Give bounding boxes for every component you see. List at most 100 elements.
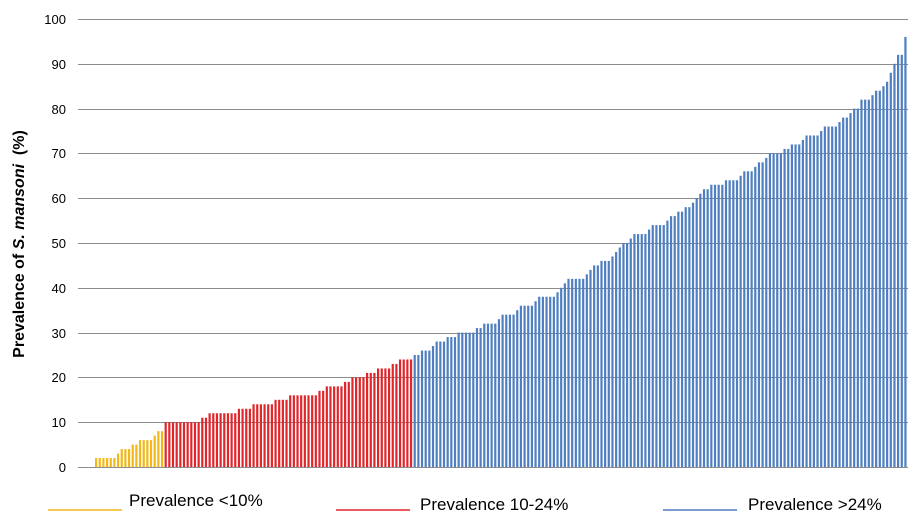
bar-series-2 (834, 126, 837, 468)
bar-series-1 (281, 399, 284, 467)
bar-series-2 (754, 166, 757, 467)
y-tick-label: 90 (52, 57, 66, 72)
bar-series-1 (376, 368, 380, 467)
bar-series-2 (439, 341, 442, 467)
bar-series-2 (728, 180, 731, 467)
bar-series-0 (142, 440, 145, 467)
bar-series-1 (307, 395, 310, 467)
bar-series-0 (120, 449, 123, 467)
bar-series-2 (772, 153, 775, 467)
bar-series-2 (739, 175, 742, 468)
legend-label-low: Prevalence <10% (129, 491, 263, 510)
bar-series-2 (571, 278, 574, 467)
bar-series-1 (267, 404, 270, 467)
bar-series-2 (560, 287, 563, 467)
bar-series-2 (468, 332, 471, 467)
bar-series-0 (160, 431, 164, 467)
y-axis-label-species: S. mansoni (11, 163, 28, 249)
bar-series-1 (208, 413, 211, 467)
bar-series-2 (849, 113, 852, 467)
bar-series-2 (724, 180, 728, 467)
bar-series-0 (157, 431, 160, 467)
bar-series-0 (102, 458, 105, 467)
bar-series-2 (530, 305, 533, 467)
bar-series-2 (746, 171, 750, 467)
bar-series-0 (109, 458, 112, 467)
bar-series-1 (296, 395, 299, 467)
bar-series-2 (886, 81, 889, 467)
bar-series-1 (391, 363, 394, 467)
bar-series-2 (750, 171, 753, 467)
bar-series-2 (563, 283, 566, 467)
bar-series-2 (450, 337, 453, 467)
bar-series-1 (182, 422, 186, 467)
bar-series-2 (669, 216, 673, 467)
bar-series-2 (790, 144, 794, 467)
bar-series-2 (695, 198, 698, 467)
bar-series-2 (823, 126, 826, 468)
bar-series-1 (168, 422, 171, 467)
bar-series-2 (490, 323, 493, 467)
y-axis-label-prefix: Prevalence of (11, 249, 28, 358)
bar-series-2 (497, 319, 501, 467)
bar-series-0 (124, 449, 127, 467)
y-tick-label: 0 (59, 460, 66, 475)
bar-series-2 (864, 99, 867, 467)
bar-series-1 (212, 413, 215, 467)
bar-series-0 (127, 449, 131, 467)
bar-series-2 (662, 225, 665, 467)
bar-series-2 (688, 207, 691, 467)
bar-series-2 (735, 180, 739, 467)
bar-series-1 (274, 399, 277, 467)
bar-series-2 (494, 323, 497, 467)
bar-series-2 (706, 189, 709, 468)
y-tick-label: 60 (52, 191, 66, 206)
bar-series-1 (380, 368, 383, 467)
bar-series-2 (453, 337, 457, 467)
bar-series-2 (867, 99, 870, 467)
bar-series-2 (420, 350, 424, 467)
bar-series-1 (395, 363, 398, 467)
bar-series-1 (171, 422, 175, 467)
bar-series-0 (153, 435, 156, 467)
bar-series-2 (516, 310, 519, 467)
bar-series-2 (842, 117, 845, 467)
bar-series-1 (223, 413, 226, 467)
bar-series-0 (131, 444, 134, 467)
bar-series-2 (677, 211, 680, 467)
bar-series-2 (483, 323, 486, 467)
bar-series-2 (787, 148, 790, 468)
bar-series-1 (362, 377, 365, 467)
bar-series-2 (838, 122, 841, 467)
bar-series-2 (812, 135, 815, 468)
bar-series-1 (398, 359, 402, 467)
bar-series-2 (464, 332, 468, 467)
bar-series-1 (340, 386, 343, 467)
bar-series-2 (541, 296, 544, 467)
bar-series-1 (201, 417, 204, 467)
y-tick-label: 30 (52, 326, 66, 341)
bar-series-1 (336, 386, 339, 467)
bar-series-2 (658, 225, 662, 467)
legend: Prevalence <10% Prevalence 10-24% Preval… (48, 491, 882, 514)
bar-series-1 (263, 404, 266, 467)
bar-series-2 (860, 99, 863, 467)
bar-series-2 (779, 153, 783, 467)
bar-series-2 (633, 234, 636, 467)
bar-series-1 (358, 377, 361, 467)
bar-series-2 (743, 171, 746, 467)
bar-series-2 (578, 278, 581, 467)
bar-series-1 (252, 404, 255, 467)
bar-series-1 (226, 413, 230, 467)
bar-series-1 (325, 386, 328, 467)
bar-series-2 (691, 202, 695, 467)
y-tick-label: 50 (52, 236, 66, 251)
bar-series-2 (589, 269, 592, 467)
bar-series-2 (702, 189, 706, 468)
bar-series-1 (215, 413, 219, 467)
bar-series-2 (721, 184, 724, 467)
bar-series-2 (768, 153, 772, 467)
bar-series-2 (783, 148, 786, 468)
bar-series-2 (457, 332, 460, 467)
bar-series-2 (574, 278, 577, 467)
